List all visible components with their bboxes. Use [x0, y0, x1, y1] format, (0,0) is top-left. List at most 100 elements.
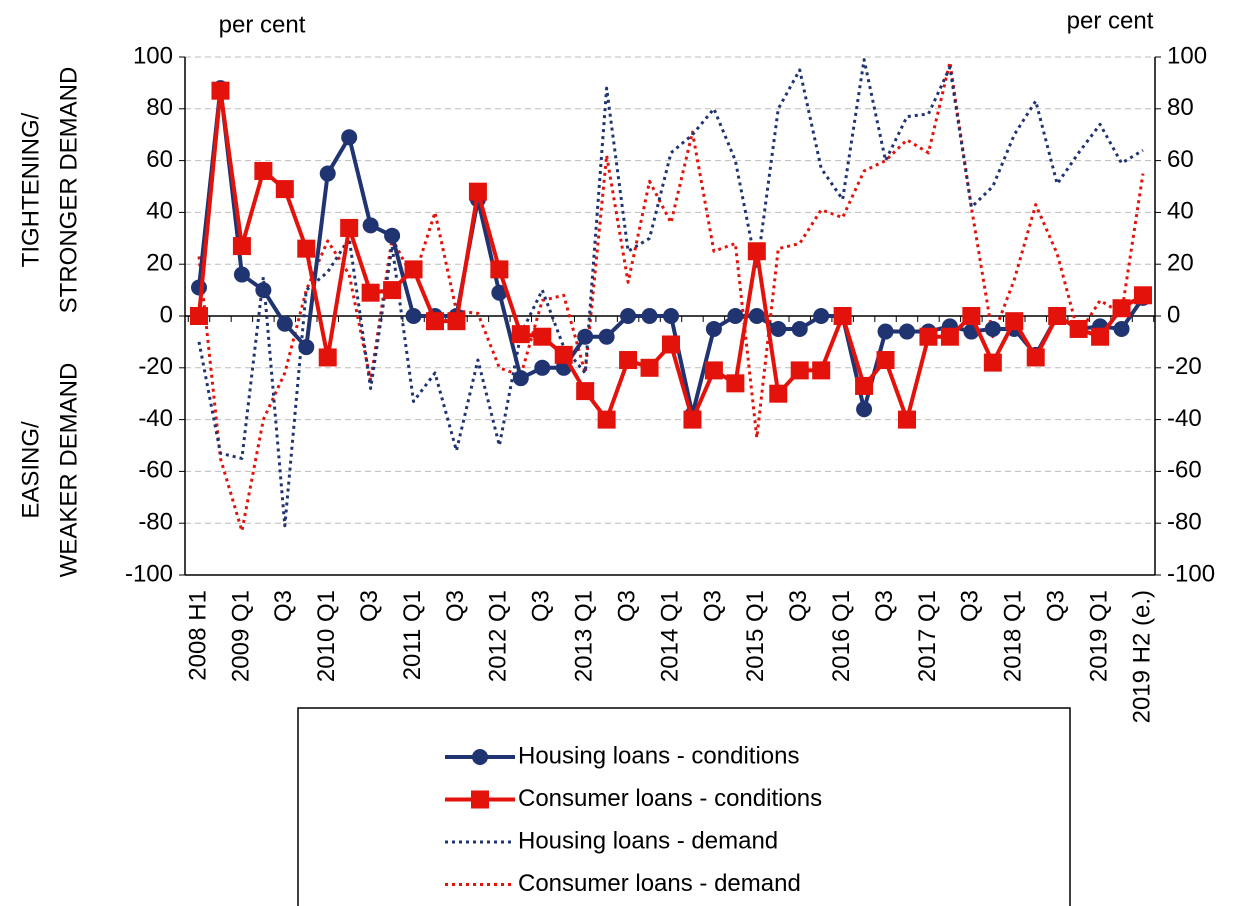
marker — [490, 260, 509, 279]
marker — [641, 308, 658, 324]
y-tick-label: 100 — [133, 42, 173, 69]
marker — [620, 308, 637, 324]
marker — [940, 327, 959, 346]
marker — [812, 361, 831, 380]
marker — [276, 315, 293, 332]
y2-tick-label: -40 — [1167, 405, 1202, 432]
y2-tick-label: 100 — [1167, 42, 1207, 69]
marker — [1069, 319, 1088, 338]
marker — [597, 410, 616, 429]
y-tick-label: 80 — [146, 94, 173, 121]
marker — [962, 307, 981, 325]
y-axis-title: EASING/ — [17, 421, 44, 519]
marker — [855, 376, 874, 395]
y-tick-label: -20 — [138, 353, 173, 380]
marker — [876, 351, 895, 370]
y-tick-label: -100 — [125, 560, 173, 587]
marker — [598, 328, 615, 345]
marker — [727, 308, 744, 324]
marker — [770, 320, 787, 337]
marker — [748, 308, 765, 324]
legend-box — [297, 707, 1071, 906]
marker — [468, 182, 487, 201]
marker — [1026, 348, 1045, 367]
y-axis-title: TIGHTENING/ — [17, 112, 44, 267]
legend-marker — [471, 790, 489, 809]
marker — [190, 307, 208, 325]
y2-tick-label: 80 — [1167, 94, 1194, 121]
y-tick-label: 20 — [146, 250, 173, 277]
marker — [318, 348, 337, 367]
y2-tick-label: -100 — [1167, 560, 1215, 587]
legend-marker — [472, 749, 488, 765]
x-tick-label: Q3 — [528, 590, 555, 622]
marker — [683, 410, 702, 429]
x-tick-label: 2019 Q1 — [1085, 590, 1112, 682]
marker — [233, 266, 250, 283]
x-tick-label: 2013 Q1 — [571, 590, 598, 682]
x-tick-label: 2015 Q1 — [742, 590, 769, 682]
y-tick-label: 60 — [146, 146, 173, 173]
marker — [833, 307, 852, 325]
marker — [361, 283, 380, 302]
marker — [275, 180, 294, 199]
marker — [705, 320, 722, 337]
marker — [319, 165, 336, 182]
legend-label: Consumer loans - demand — [518, 870, 801, 897]
marker — [856, 401, 873, 418]
x-tick-label: 2014 Q1 — [656, 590, 683, 682]
y2-tick-label: 60 — [1167, 146, 1194, 173]
x-tick-label: 2008 H1 — [184, 590, 211, 681]
marker — [426, 312, 444, 331]
x-tick-label: Q3 — [871, 590, 898, 622]
y-tick-label: 0 — [160, 301, 173, 328]
marker — [255, 282, 272, 299]
marker — [899, 323, 915, 340]
y2-tick-label: -60 — [1167, 457, 1202, 484]
marker — [447, 312, 466, 331]
marker — [619, 351, 638, 370]
marker — [1134, 286, 1152, 305]
x-tick-label: 2012 Q1 — [485, 590, 512, 682]
marker — [405, 308, 422, 324]
marker — [191, 279, 207, 296]
marker — [340, 218, 359, 237]
legend-label: Housing loans - demand — [518, 827, 778, 854]
x-tick-label: 2018 Q1 — [1000, 590, 1027, 682]
x-tick-label: 2016 Q1 — [828, 590, 855, 682]
y-tick-label: -40 — [138, 405, 173, 432]
y-axis-title: STRONGER DEMAND — [55, 67, 82, 314]
marker — [790, 361, 809, 380]
marker — [877, 323, 894, 340]
marker — [640, 358, 659, 377]
y2-tick-label: 0 — [1167, 301, 1180, 328]
marker — [1091, 327, 1110, 346]
marker — [1113, 320, 1130, 337]
x-tick-label: 2009 Q1 — [227, 590, 254, 682]
marker — [663, 308, 679, 324]
y-tick-label: -80 — [138, 509, 173, 536]
x-tick-label: Q3 — [270, 590, 297, 622]
x-tick-label: 2019 H2 (e.) — [1128, 590, 1155, 723]
marker — [384, 227, 401, 244]
y2-tick-label: 20 — [1167, 250, 1194, 277]
y2-tick-label: -20 — [1167, 353, 1202, 380]
x-tick-label: Q3 — [442, 590, 469, 622]
marker — [983, 353, 1002, 372]
marker — [512, 370, 529, 387]
marker — [919, 327, 938, 346]
marker — [984, 320, 1001, 337]
marker — [534, 359, 551, 376]
left-unit: per cent — [219, 11, 306, 38]
y2-tick-label: 40 — [1167, 198, 1194, 225]
marker — [383, 281, 402, 300]
marker — [769, 384, 788, 403]
marker — [232, 237, 251, 256]
marker — [511, 325, 530, 344]
marker — [341, 129, 358, 146]
right-unit: per cent — [1067, 7, 1154, 34]
x-tick-label: Q3 — [1043, 590, 1070, 622]
marker — [1048, 307, 1067, 325]
marker — [898, 410, 916, 429]
